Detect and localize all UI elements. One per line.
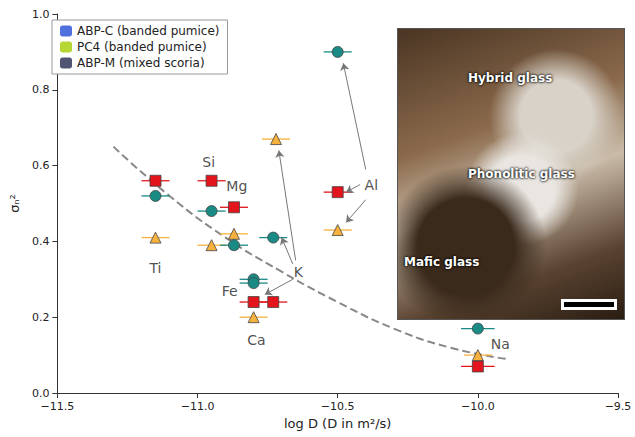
svg-text:Ti: Ti	[148, 260, 161, 276]
svg-text:Mg: Mg	[226, 178, 247, 194]
svg-text:−10.5: −10.5	[321, 400, 355, 413]
svg-text:K: K	[294, 264, 304, 280]
svg-text:−11.0: −11.0	[181, 400, 215, 413]
svg-text:−11.5: −11.5	[41, 400, 75, 413]
svg-text:PC4 (banded pumice): PC4 (banded pumice)	[77, 40, 207, 54]
svg-text:0.0: 0.0	[32, 387, 50, 400]
svg-text:−9.5: −9.5	[605, 400, 632, 413]
svg-text:Si: Si	[202, 154, 215, 170]
svg-text:Ca: Ca	[247, 332, 265, 348]
svg-text:ABP-C (banded pumice): ABP-C (banded pumice)	[77, 24, 220, 38]
svg-text:Na: Na	[491, 336, 510, 352]
svg-text:Fe: Fe	[222, 283, 238, 299]
svg-text:ABP-M (mixed scoria): ABP-M (mixed scoria)	[77, 56, 205, 70]
svg-text:0.6: 0.6	[32, 159, 50, 172]
svg-text:log D (D in m²/s): log D (D in m²/s)	[284, 416, 391, 431]
svg-text:1.0: 1.0	[32, 8, 50, 21]
svg-text:−10.0: −10.0	[461, 400, 495, 413]
svg-text:0.4: 0.4	[32, 235, 50, 248]
html-text:Hybrid glass: Hybrid glass	[468, 71, 553, 85]
svg-text:Al: Al	[365, 177, 378, 193]
html-text:Phonolitic glass: Phonolitic glass	[468, 167, 575, 181]
svg-text:0.8: 0.8	[32, 83, 50, 96]
html-text:Mafic glass: Mafic glass	[404, 255, 480, 269]
svg-text:σₙ²: σₙ²	[7, 194, 22, 213]
svg-text:0.2: 0.2	[32, 311, 50, 324]
